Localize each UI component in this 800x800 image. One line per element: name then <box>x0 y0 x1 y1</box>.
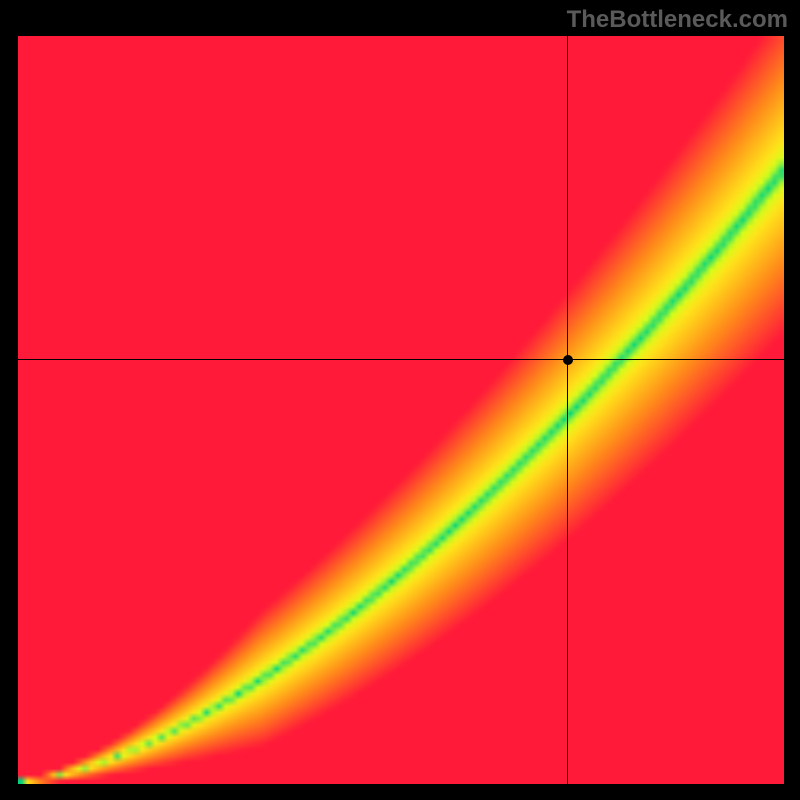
chart-container: { "watermark": { "text": "TheBottleneck.… <box>0 0 800 800</box>
crosshair-horizontal <box>18 359 784 360</box>
crosshair-vertical <box>567 36 568 784</box>
watermark-text: TheBottleneck.com <box>567 6 788 34</box>
crosshair-marker <box>563 355 573 365</box>
heatmap-canvas <box>18 36 784 784</box>
